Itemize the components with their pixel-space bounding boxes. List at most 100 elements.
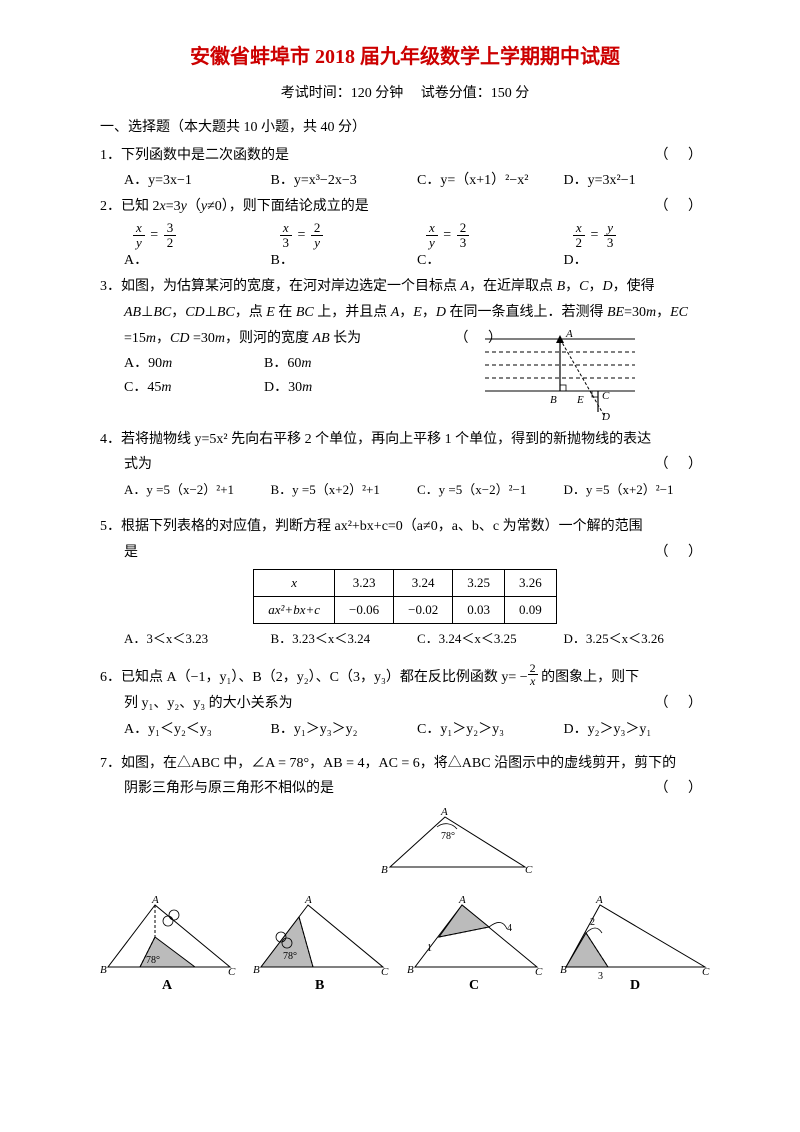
q6-line2: 列 y₁、y₂、y₃ 的大小关系为 （ ）: [124, 692, 710, 716]
q2-D: x2 = y3 D．: [564, 221, 711, 273]
q2-stem-d: ≠0），则下面结论成立的是: [207, 199, 369, 214]
q5-c4: 3.26: [504, 569, 556, 596]
q5-v4: 0.09: [504, 597, 556, 624]
q5-th-f: ax²+bx+c: [254, 597, 335, 624]
svg-text:B: B: [381, 864, 388, 876]
q7-main-triangle-icon: A 78° B C: [375, 807, 535, 882]
svg-text:1: 1: [427, 943, 432, 954]
q6-B: B．y₁＞y₃＞y₂: [271, 718, 418, 742]
q7-line2: 阴影三角形与原三角形不相似的是 （ ）: [124, 777, 710, 801]
q5-table: x 3.23 3.24 3.25 3.26 ax²+bx+c −0.06 −0.…: [253, 569, 556, 624]
svg-text:C: C: [381, 966, 389, 978]
q3-A: A．90m: [124, 352, 264, 376]
q6-C: C．y₁＞y₂＞y₃: [417, 718, 564, 742]
q2-stem-b: =3: [166, 199, 181, 214]
q2: 2．已知 2x=3y（y≠0），则下面结论成立的是 （ ）: [100, 195, 710, 219]
exam-page: 安徽省蚌埠市 2018 届九年级数学上学期期中试题 考试时间：120 分钟 试卷…: [0, 0, 800, 1132]
q7-option-B-icon: 78° A B C B: [253, 895, 393, 995]
q6-A: A．y₁＜y₂＜y₃: [124, 718, 271, 742]
q1-A: A．y=3x−1: [124, 169, 271, 193]
svg-text:D: D: [601, 411, 610, 422]
svg-text:B: B: [315, 978, 324, 993]
svg-text:B: B: [550, 394, 557, 406]
q4-line1: 4．若将抛物线 y=5x² 先向右平移 2 个单位，再向上平移 1 个单位，得到…: [100, 428, 710, 452]
q3-line1: 3．如图，为估算某河的宽度，在河对岸边选定一个目标点 A，在近岸取点 B，C，D…: [100, 275, 710, 299]
svg-text:78°: 78°: [146, 955, 160, 966]
q1-stem: 1．下列函数中是二次函数的是: [100, 148, 289, 163]
svg-text:78°: 78°: [283, 951, 297, 962]
q5-c1: 3.23: [335, 569, 394, 596]
answer-blank: （ ）: [655, 144, 711, 168]
svg-text:A: A: [458, 895, 466, 906]
answer-blank: （ ）: [655, 777, 711, 801]
q7-option-D-icon: 2 3 A B C D: [560, 895, 710, 995]
svg-text:C: C: [602, 390, 610, 402]
q2-C: xy = 23 C．: [417, 221, 564, 273]
svg-text:A: A: [304, 895, 312, 906]
section-1-header: 一、选择题（本大题共 10 小题，共 40 分）: [100, 116, 710, 140]
q7-option-A-icon: 78° A B C A: [100, 895, 240, 995]
q5-c2: 3.24: [394, 569, 453, 596]
answer-blank: （ ）: [655, 195, 711, 219]
q7-figures: A 78° B C: [100, 807, 710, 891]
exam-score: 试卷分值：150 分: [421, 86, 530, 101]
q7-option-C-icon: 4 1 A B C C: [407, 895, 547, 995]
svg-text:B: B: [100, 964, 107, 976]
q5-options: A．3＜x＜3.23 B．3.23＜x＜3.24 C．3.24＜x＜3.25 D…: [124, 628, 710, 650]
q5-line2: 是 （ ）: [124, 541, 710, 565]
q3-line3: =15m，CD =30m，则河的宽度 AB 长为 （ ）: [124, 327, 710, 351]
q6-D: D．y₂＞y₃＞y₁: [564, 718, 711, 742]
q1-options: A．y=3x−1 B．y=x³−2x−3 C．y=（x+1）²−x² D．y=3…: [124, 169, 710, 193]
q4-C: C．y =5（x−2）²−1: [417, 479, 564, 501]
svg-text:A: A: [440, 807, 448, 818]
q5-v1: −0.06: [335, 597, 394, 624]
svg-text:A: A: [595, 895, 603, 906]
svg-text:A: A: [151, 895, 159, 906]
svg-text:A: A: [162, 978, 173, 993]
q5-A: A．3＜x＜3.23: [124, 628, 271, 650]
q5-B: B．3.23＜x＜3.24: [271, 628, 418, 650]
q2-stem-a: 2．已知 2: [100, 199, 160, 214]
svg-text:E: E: [576, 394, 584, 406]
svg-text:C: C: [228, 966, 236, 978]
q5-C: C．3.24＜x＜3.25: [417, 628, 564, 650]
q2-stem-c: （: [187, 199, 201, 214]
q4-B: B．y =5（x+2）²+1: [271, 479, 418, 501]
svg-text:B: B: [407, 964, 414, 976]
svg-text:3: 3: [598, 971, 603, 982]
q5-D: D．3.25＜x＜3.26: [564, 628, 711, 650]
answer-blank: （ ）: [655, 541, 711, 565]
q3-D: D．30m: [264, 376, 404, 400]
q7-options-figures: 78° A B C A 78° A B C B 4 1 A: [100, 895, 710, 995]
q5-line1: 5．根据下列表格的对应值，判断方程 ax²+bx+c=0（a≠0，a、b、c 为…: [100, 515, 710, 539]
q5-th-x: x: [254, 569, 335, 596]
q3-line2: AB⊥BC，CD⊥BC，点 E 在 BC 上，并且点 A，E，D 在同一条直线上…: [124, 301, 710, 325]
q2-A: xy = 32 A．: [124, 221, 271, 273]
q3-C: C．45m: [124, 376, 264, 400]
q3-options: A．90m B．60m C．45m D．30m: [124, 352, 404, 400]
answer-blank: （ ）: [655, 453, 711, 477]
q5-v3: 0.03: [453, 597, 505, 624]
q2-options: xy = 32 A． x3 = 2y B． xy = 23 C． x2 = y3…: [124, 221, 710, 273]
q6-options: A．y₁＜y₂＜y₃ B．y₁＞y₃＞y₂ C．y₁＞y₂＞y₃ D．y₂＞y₃…: [124, 718, 710, 742]
q1: 1．下列函数中是二次函数的是 （ ）: [100, 144, 710, 168]
svg-text:C: C: [535, 966, 543, 978]
q1-C: C．y=（x+1）²−x²: [417, 169, 564, 193]
q1-B: B．y=x³−2x−3: [271, 169, 418, 193]
q2-B: x3 = 2y B．: [271, 221, 418, 273]
q4-line2: 式为 （ ）: [124, 453, 710, 477]
svg-text:D: D: [630, 978, 640, 993]
q4-A: A．y =5（x−2）²+1: [124, 479, 271, 501]
q4-D: D．y =5（x+2）²−1: [564, 479, 711, 501]
answer-blank: （ ）: [455, 327, 511, 351]
q5-c3: 3.25: [453, 569, 505, 596]
svg-text:C: C: [525, 864, 533, 876]
svg-text:78°: 78°: [441, 831, 455, 842]
q3-B: B．60m: [264, 352, 404, 376]
exam-meta: 考试时间：120 分钟 试卷分值：150 分: [100, 82, 710, 106]
page-title: 安徽省蚌埠市 2018 届九年级数学上学期期中试题: [100, 40, 710, 74]
svg-text:4: 4: [507, 923, 512, 934]
svg-text:B: B: [560, 964, 567, 976]
svg-text:B: B: [253, 964, 260, 976]
q7-line1: 7．如图，在△ABC 中，∠A = 78°，AB = 4，AC = 6，将△AB…: [100, 752, 710, 776]
